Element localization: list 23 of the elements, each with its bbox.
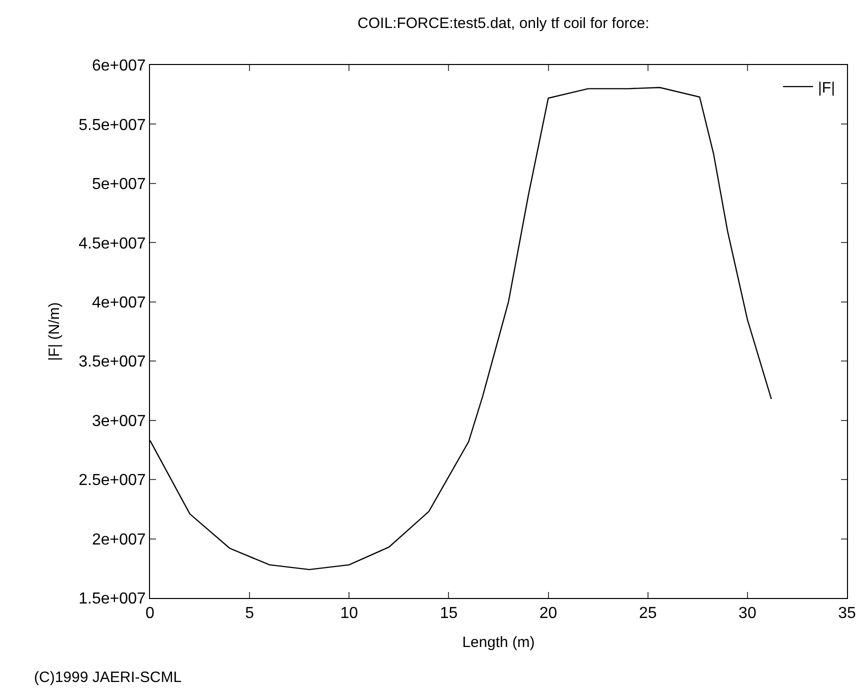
chart-title: COIL:FORCE:test5.dat, only tf coil for force: <box>358 14 650 32</box>
y-tick-label: 3.5e+007 <box>78 354 146 371</box>
text: (C)1999 JAERI-SCML <box>34 669 182 686</box>
y-tick-label: 4e+007 <box>92 294 146 312</box>
x-tick-label: 0 <box>146 605 155 622</box>
x-tick-label: 10 <box>340 605 358 622</box>
x-tick-label: 20 <box>539 605 558 622</box>
x-tick-label: 5 <box>245 605 254 622</box>
y-tick-label: 5e+007 <box>92 176 146 194</box>
y-tick-label: 2.5e+007 <box>78 472 146 490</box>
x-tick-label: 30 <box>738 605 756 622</box>
y-tick-label: 2e+007 <box>92 531 146 548</box>
y-axis-title: |F| (N/m) <box>46 302 63 361</box>
y-tick-label: 1.5e+007 <box>78 590 146 608</box>
y-tick-label: 6e+007 <box>92 58 146 75</box>
x-tick-label: 15 <box>440 605 458 622</box>
x-tick-label: 35 <box>838 605 856 622</box>
y-tick-label: 4.5e+007 <box>78 235 146 252</box>
x-axis-title: Length (m) <box>462 634 535 652</box>
y-tick-label: 5.5e+007 <box>78 116 146 134</box>
y-tick-label: 3e+007 <box>92 412 146 430</box>
legend-label: |F| <box>818 79 835 96</box>
x-tick-label: 25 <box>638 605 657 622</box>
